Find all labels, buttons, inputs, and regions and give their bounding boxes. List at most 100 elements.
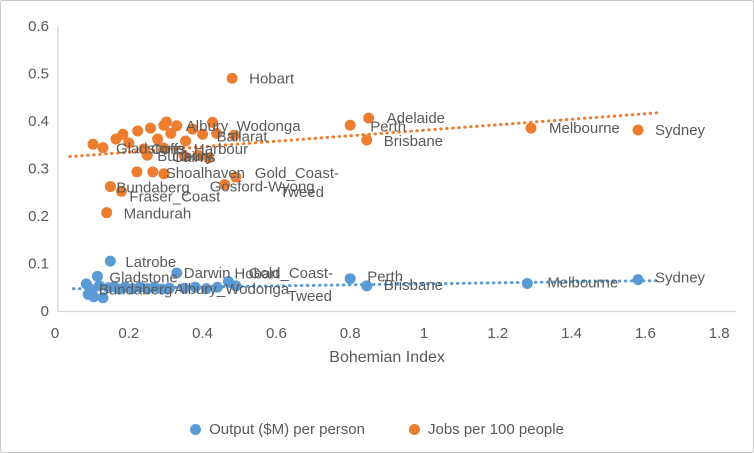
data-point — [187, 123, 199, 135]
data-label-darwin: Darwin — [184, 265, 231, 282]
point-fraser-coast — [115, 185, 127, 197]
data-point — [152, 133, 164, 145]
data-point — [160, 116, 172, 128]
data-label-sydney: Sydney — [655, 122, 706, 139]
y-tick-label: 0.4 — [28, 113, 49, 130]
data-point — [123, 137, 135, 149]
data-label-gold-coast: Gold_Coast- — [249, 265, 333, 282]
data-point — [193, 149, 205, 161]
data-label-brisbane: Brisbane — [384, 133, 443, 150]
point-albury-wodonga — [171, 120, 183, 132]
legend-item-output: Output ($M) per person — [190, 421, 365, 438]
data-label-ballarat: Ballarat — [217, 128, 269, 145]
point-gold-coast — [230, 171, 242, 183]
data-point — [189, 281, 201, 293]
data-point — [165, 127, 177, 139]
data-point — [131, 166, 143, 178]
data-point — [207, 116, 219, 128]
data-label-adelaide: Adelaide — [387, 110, 445, 127]
x-tick-label: 0.4 — [192, 325, 213, 342]
data-point — [211, 281, 223, 293]
data-label-brisbane: Brisbane — [384, 277, 443, 294]
data-label-gladstone: Gladstone — [109, 269, 177, 286]
x-tick-label: 1.4 — [561, 325, 582, 342]
data-point — [145, 122, 157, 134]
chart-legend: Output ($M) per person Jobs per 100 peop… — [1, 421, 753, 438]
point-perth — [344, 273, 356, 285]
x-tick-label: 1 — [420, 325, 428, 342]
x-tick-label: 0 — [51, 325, 59, 342]
x-tick-label: 0.8 — [340, 325, 361, 342]
point-gold-coast — [230, 280, 242, 292]
point-darwin — [171, 267, 183, 279]
data-label-mandurah: Mandurah — [124, 206, 192, 223]
point-hobart — [226, 72, 238, 84]
data-point — [117, 128, 129, 140]
data-point — [211, 127, 223, 139]
x-tick-label: 0.6 — [266, 325, 287, 342]
point-sydney — [632, 124, 644, 136]
data-label-tweed: Tweed — [288, 288, 332, 305]
data-point — [97, 292, 109, 304]
data-point — [138, 143, 150, 155]
point-gladstone — [97, 142, 109, 154]
data-point — [156, 283, 168, 295]
data-label-gold-coast: Gold_Coast- — [255, 165, 339, 182]
data-label-bunbury: Bunbury — [157, 148, 213, 165]
data-label-shoalhaven: Shoalhaven — [166, 165, 245, 182]
data-label-hobart: Hobart — [234, 266, 280, 283]
legend-label-jobs: Jobs per 100 people — [427, 421, 564, 438]
data-label-gladstone: Gladstone — [116, 141, 184, 158]
data-label-perth: Perth — [370, 118, 406, 135]
data-label-melbourne: Melbourne — [547, 274, 618, 291]
x-axis-title: Bohemian Index — [329, 349, 445, 366]
y-tick-label: 0.5 — [28, 66, 49, 83]
data-point — [180, 135, 192, 147]
point-melbourne — [521, 277, 533, 289]
y-tick-label: 0.1 — [28, 256, 49, 273]
data-point — [87, 138, 99, 150]
data-label-coffs-harbour: Coffs_Harbour — [151, 141, 248, 158]
legend-label-output: Output ($M) per person — [209, 421, 365, 438]
data-label-melbourne: Melbourne — [549, 120, 620, 137]
point-bundaberg — [104, 181, 116, 193]
data-label-bundaberg: Bundaberg — [116, 180, 189, 197]
point-gladstone — [91, 270, 103, 282]
y-tick-label: 0.2 — [28, 208, 49, 225]
point-cairns — [178, 150, 190, 162]
data-label-perth: Perth — [367, 269, 403, 286]
y-tick-label: 0.3 — [28, 161, 49, 178]
data-point — [158, 168, 170, 180]
data-label-albury-wodonga: Albury_Wodonga — [186, 118, 301, 135]
scatter-plot: 0 0.1 0.2 0.3 0.4 0.5 0.6 0 0.2 0.4 0.6 0.8 1 1.2 1.4 1… — [28, 18, 736, 366]
data-point — [228, 129, 240, 141]
point-latrobe — [104, 255, 116, 267]
point-perth — [344, 119, 356, 131]
point-brisbane — [361, 134, 373, 146]
data-point — [203, 152, 215, 164]
data-label-latrobe: Latrobe — [125, 254, 176, 271]
point-sydney — [632, 274, 644, 286]
y-tick-label: 0 — [41, 303, 49, 320]
legend-marker-orange-icon — [408, 424, 420, 435]
point-gosford-wyong — [219, 179, 231, 191]
data-label-sydney: Sydney — [655, 270, 706, 287]
data-label-albury-wodonga: Albury_Wodonga — [174, 281, 289, 298]
legend-marker-blue-icon — [190, 424, 202, 435]
point-ballarat — [197, 128, 209, 140]
data-point — [93, 280, 105, 292]
point-melbourne — [525, 122, 537, 134]
point-adelaide — [363, 112, 375, 124]
point-brisbane — [361, 280, 373, 292]
legend-item-jobs: Jobs per 100 people — [408, 421, 564, 438]
y-tick-label: 0.6 — [28, 18, 49, 35]
point-coffs-harbour — [158, 142, 170, 154]
data-label-tweed: Tweed — [280, 184, 324, 201]
data-point — [200, 283, 212, 295]
data-label-cairns: Cairns — [172, 149, 215, 166]
x-tick-label: 1.8 — [709, 325, 730, 342]
data-label-hobart: Hobart — [249, 70, 295, 87]
data-point — [132, 125, 144, 137]
data-point — [80, 278, 92, 290]
data-label-bundaberg: Bundaberg — [99, 282, 172, 299]
